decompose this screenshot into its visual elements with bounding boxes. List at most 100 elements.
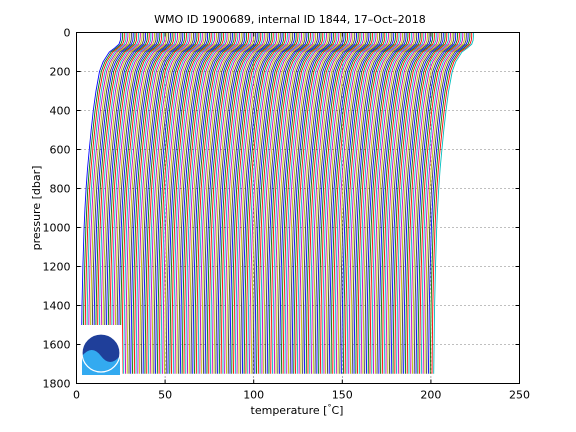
profile-line <box>87 32 129 374</box>
profile-line <box>210 32 251 374</box>
profile-line <box>376 32 418 374</box>
profile-line <box>429 32 471 374</box>
profile-line <box>412 32 453 374</box>
profile-line <box>344 32 386 374</box>
profile-line <box>390 32 432 374</box>
profile-line <box>339 32 380 374</box>
profile-line <box>247 32 288 374</box>
profile-line <box>110 32 152 374</box>
profile-line <box>252 32 294 374</box>
profile-line <box>334 32 375 374</box>
profile-line <box>353 32 395 374</box>
profile-line <box>337 32 379 374</box>
x-tick-label: 100 <box>243 389 264 402</box>
profile-line <box>105 32 147 374</box>
profile-line <box>328 32 370 374</box>
profile-line <box>117 32 159 374</box>
profile-line <box>101 32 143 374</box>
y-tick-label: 600 <box>50 144 71 157</box>
profile-line <box>240 32 281 374</box>
profile-line <box>114 32 155 374</box>
profile-line <box>350 32 391 374</box>
profile-line <box>293 32 334 374</box>
profile-line <box>178 32 219 374</box>
profile-line <box>241 32 283 374</box>
profile-line <box>256 32 297 374</box>
profile-line <box>316 32 357 374</box>
profile-line <box>146 32 187 374</box>
profile-line <box>302 32 343 374</box>
profile-line <box>415 32 457 374</box>
profile-line <box>314 32 356 374</box>
profile-line <box>215 32 256 374</box>
profile-line <box>417 32 458 374</box>
profile-line <box>371 32 412 374</box>
y-tick-label: 1200 <box>43 261 71 274</box>
profile-line <box>403 32 444 374</box>
profile-line <box>323 32 365 374</box>
profile-line <box>133 32 175 374</box>
profile-line <box>153 32 194 374</box>
x-axis-ticks: 0 50 100 150 200 250 <box>73 32 530 402</box>
profile-line <box>225 32 267 374</box>
profile-line <box>298 32 340 374</box>
profile-line <box>213 32 255 374</box>
profile-line <box>394 32 435 374</box>
profile-line <box>135 32 177 374</box>
profile-line <box>158 32 200 374</box>
profile-line <box>224 32 265 374</box>
profile-line <box>273 32 315 374</box>
profile-line <box>112 32 154 374</box>
profile-line <box>162 32 203 374</box>
profile-line <box>126 32 168 374</box>
profile-line <box>174 32 216 374</box>
profile-line <box>233 32 274 374</box>
profile-line <box>300 32 341 374</box>
profile-line <box>311 32 352 374</box>
profile-line <box>107 32 148 374</box>
profile-line <box>116 32 157 374</box>
profile-line <box>137 32 178 374</box>
y-tick-label: 1800 <box>43 378 71 391</box>
profile-line <box>373 32 414 374</box>
profile-line <box>84 32 125 374</box>
profile-line <box>406 32 448 374</box>
profile-line <box>309 32 350 374</box>
profile-line <box>268 32 310 374</box>
profile-line <box>295 32 336 374</box>
profile-lines <box>80 32 474 374</box>
profile-line <box>296 32 338 374</box>
profile-line <box>144 32 186 374</box>
profile-line <box>264 32 306 374</box>
profile-line <box>179 32 221 374</box>
profile-line <box>140 32 182 374</box>
profile-line <box>103 32 145 374</box>
profile-line <box>401 32 442 374</box>
profile-line <box>364 32 405 374</box>
profile-line <box>433 32 474 374</box>
profile-line <box>312 32 354 374</box>
x-tick-label: 150 <box>332 389 353 402</box>
profile-line <box>367 32 409 374</box>
x-tick-label: 50 <box>158 389 172 402</box>
profile-line <box>204 32 246 374</box>
profile-line <box>181 32 223 374</box>
profile-line <box>305 32 347 374</box>
profile-line <box>243 32 285 374</box>
profile-line <box>277 32 318 374</box>
profile-line <box>85 32 127 374</box>
profile-line <box>98 32 139 374</box>
profile-line <box>218 32 260 374</box>
profile-line <box>399 32 441 374</box>
profile-line <box>199 32 240 374</box>
profile-line <box>194 32 235 374</box>
profile-line <box>387 32 428 374</box>
profile-line <box>266 32 308 374</box>
profile-line <box>419 32 460 374</box>
profile-line <box>195 32 237 374</box>
profile-line <box>397 32 439 374</box>
profile-line <box>80 32 122 374</box>
profile-line <box>335 32 377 374</box>
profile-line <box>245 32 287 374</box>
